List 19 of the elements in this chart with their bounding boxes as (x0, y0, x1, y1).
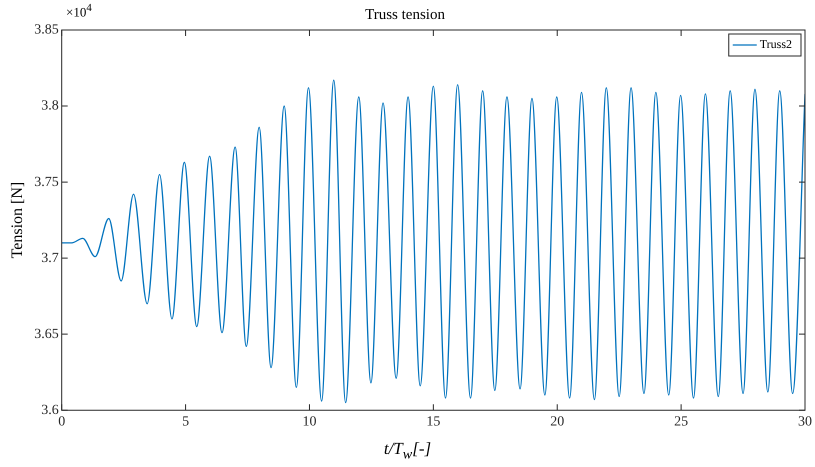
y-tick-label: 3.75 (34, 174, 59, 190)
y-tick-label: 3.65 (34, 326, 59, 342)
y-tick-label: 3.85 (34, 22, 59, 38)
x-axis-title: t/T$_{w}$[-] (382, 438, 432, 463)
x-tick-label: 0 (58, 414, 66, 430)
x-tick-label: 15 (426, 414, 440, 430)
y-tick-label: 3.8 (41, 98, 59, 114)
legend-label: Truss2 (760, 37, 792, 52)
y-tick-label: 3.7 (41, 250, 59, 266)
x-tick-label: 10 (302, 414, 316, 430)
line-series (62, 80, 805, 404)
x-tick-label: 30 (798, 414, 812, 430)
chart-title: Truss tension (365, 6, 446, 23)
x-tick-label: 20 (550, 414, 564, 430)
text: ×10$^{4}$ (66, 2, 92, 20)
x-tick-label: 5 (182, 414, 190, 430)
y-tick-label: 3.6 (41, 402, 59, 418)
y-axis-title: Tension [N] (8, 182, 26, 258)
x-tick-label: 25 (674, 414, 688, 430)
